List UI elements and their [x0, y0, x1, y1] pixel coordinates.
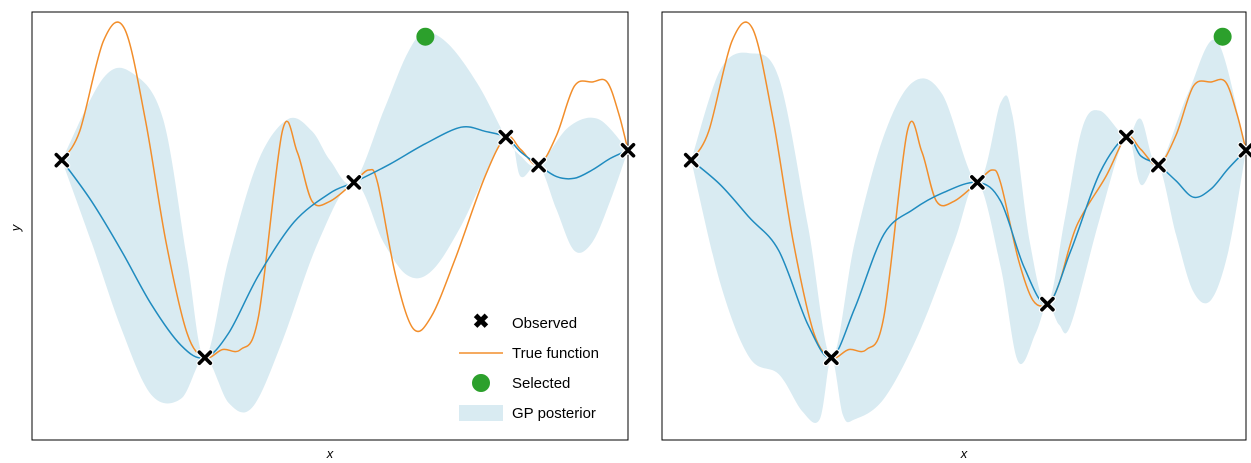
observed-point [53, 151, 71, 169]
gp-posterior-band [61, 32, 629, 413]
legend-label-selected: Selected [512, 375, 570, 392]
legend-selected-dot [472, 374, 490, 392]
right-plot-frame [661, 11, 1247, 441]
observed-point [1117, 128, 1135, 146]
right-x-axis-label: x [960, 446, 968, 461]
observed-point [1237, 141, 1251, 159]
legend-label-observed: Observed [512, 315, 577, 332]
observed-point [196, 349, 214, 367]
selected-point [416, 27, 435, 46]
legend: ✖ Observed True function Selected GP pos… [459, 311, 599, 422]
right-plot-panel: x [661, 11, 1251, 461]
left-x-axis-label: x [326, 446, 334, 461]
left-plot-marks [53, 21, 637, 413]
observed-point [530, 156, 548, 174]
gp-mean-line [61, 125, 629, 359]
observed-point [619, 141, 637, 159]
legend-gp-band-swatch [459, 405, 503, 421]
legend-label-true-function: True function [512, 345, 599, 362]
left-plot-frame [31, 11, 629, 441]
gp-posterior-band [691, 39, 1246, 423]
observed-point [1149, 156, 1167, 174]
observed-point [1038, 295, 1056, 313]
observed-point [497, 128, 515, 146]
left-y-axis-label: y [8, 223, 23, 232]
observed-point [822, 349, 840, 367]
legend-observed-marker: ✖ [473, 311, 490, 333]
gp-mean-line [690, 136, 1247, 359]
observed-point [345, 173, 363, 191]
observed-point [682, 151, 700, 169]
selected-point [1213, 27, 1232, 46]
right-plot-marks [682, 21, 1251, 423]
left-plot-panel: x y ✖ Observed True function Selected GP… [8, 11, 637, 461]
observed-point [968, 173, 986, 191]
legend-label-gp-posterior: GP posterior [512, 405, 596, 422]
